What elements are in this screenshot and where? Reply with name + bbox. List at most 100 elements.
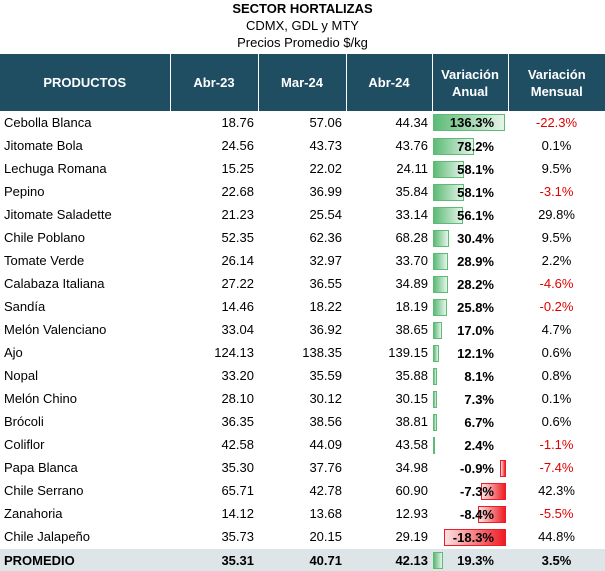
price-mar-24: 42.78 [258,479,346,503]
price-abr-23: 35.73 [170,525,258,549]
positive-data-bar [433,436,435,454]
header-va-line2: Anual [451,83,489,99]
variacion-anual-value: -18.3% [452,529,494,545]
variacion-anual-value: 8.1% [464,368,494,384]
price-abr-23: 35.31 [170,548,258,571]
price-abr-23: 14.12 [170,502,258,526]
variacion-mensual: 0.8% [508,364,605,388]
header-abr-24: Abr-24 [346,54,433,111]
table-row: Melón Valenciano 33.04 36.92 38.65 17.0% 4.7% [0,318,605,342]
price-abr-23: 65.71 [170,479,258,503]
positive-data-bar [433,367,438,385]
product-name: Melón Valenciano [0,318,170,342]
product-name: Nopal [0,364,170,388]
table-row: Coliflor 42.58 44.09 43.58 2.4% -1.1% [0,433,605,457]
price-mar-24: 13.68 [258,502,346,526]
variacion-anual-value: 7.3% [464,391,494,407]
product-name: Chile Serrano [0,479,170,503]
variacion-anual-value: 17.0% [457,322,494,338]
price-mar-24: 18.22 [258,295,346,319]
variacion-anual-value: 58.1% [457,161,494,177]
variacion-anual: 25.8% [432,295,508,319]
table-row: Nopal 33.20 35.59 35.88 8.1% 0.8% [0,364,605,388]
variacion-anual-value: 2.4% [464,437,494,453]
table-row: Melón Chino 28.10 30.12 30.15 7.3% 0.1% [0,387,605,411]
price-abr-23: 28.10 [170,387,258,411]
report-title: SECTOR HORTALIZAS [232,1,373,16]
variacion-anual-value: 6.7% [464,414,494,430]
product-name: Chile Poblano [0,226,170,250]
price-abr-23: 15.25 [170,157,258,181]
product-name: Calabaza Italiana [0,272,170,296]
variacion-anual-value: 19.3% [457,552,494,568]
product-name: Cebolla Blanca [0,111,170,135]
variacion-anual: -18.3% [432,525,508,549]
variacion-mensual: 9.5% [508,226,605,250]
variacion-anual-value: 28.9% [457,253,494,269]
variacion-mensual: 2.2% [508,249,605,273]
positive-data-bar [433,298,447,316]
variacion-anual-value: 25.8% [457,299,494,315]
variacion-anual-value: 56.1% [457,207,494,223]
product-name: Chile Jalapeño [0,525,170,549]
positive-data-bar [433,229,450,247]
price-abr-23: 18.76 [170,111,258,135]
variacion-anual-value: -0.9% [460,460,494,476]
price-abr-23: 33.20 [170,364,258,388]
variacion-anual: 28.9% [432,249,508,273]
price-mar-24: 38.56 [258,410,346,434]
table-body: Cebolla Blanca 18.76 57.06 44.34 136.3% -22.3… [0,111,605,571]
table-row: Lechuga Romana 15.25 22.02 24.11 58.1% 9.5% [0,157,605,181]
price-mar-24: 20.15 [258,525,346,549]
variacion-mensual: -1.1% [508,433,605,457]
price-abr-24: 29.19 [346,525,432,549]
price-abr-24: 34.98 [346,456,432,480]
product-name: Melón Chino [0,387,170,411]
table-row: Chile Poblano 52.35 62.36 68.28 30.4% 9.5% [0,226,605,250]
variacion-anual: 30.4% [432,226,508,250]
price-mar-24: 36.99 [258,180,346,204]
price-abr-24: 60.90 [346,479,432,503]
header-vm-line2: Mensual [530,83,583,99]
price-abr-23: 36.35 [170,410,258,434]
price-abr-23: 21.23 [170,203,258,227]
variacion-mensual: 0.6% [508,410,605,434]
variacion-anual: 58.1% [432,157,508,181]
table-row: Tomate Verde 26.14 32.97 33.70 28.9% 2.2% [0,249,605,273]
variacion-anual: 28.2% [432,272,508,296]
price-mar-24: 43.73 [258,134,346,158]
prices-table: PRODUCTOS Abr-23 Mar-24 Abr-24 Variación… [0,54,605,571]
price-abr-24: 42.13 [346,548,432,571]
variacion-mensual: 0.6% [508,341,605,365]
header-variacion-mensual: Variación Mensual [508,54,605,111]
price-abr-24: 30.15 [346,387,432,411]
variacion-anual-value: 30.4% [457,230,494,246]
negative-data-bar [500,459,506,477]
price-abr-23: 27.22 [170,272,258,296]
price-mar-24: 40.71 [258,548,346,571]
negative-data-bar [477,505,506,523]
price-abr-24: 43.76 [346,134,432,158]
product-name: Brócoli [0,410,170,434]
variacion-mensual: 0.1% [508,387,605,411]
variacion-mensual: 0.1% [508,134,605,158]
variacion-anual-value: -7.3% [460,483,494,499]
variacion-anual-value: 12.1% [457,345,494,361]
report-subtitle-units: Precios Promedio $/kg [237,35,368,50]
variacion-anual: 78.2% [432,134,508,158]
header-variacion-anual: Variación Anual [432,54,509,111]
price-mar-24: 32.97 [258,249,346,273]
header-abr-23: Abr-23 [170,54,259,111]
price-abr-24: 35.88 [346,364,432,388]
product-name: Sandía [0,295,170,319]
variacion-anual: -8.4% [432,502,508,526]
positive-data-bar [433,137,475,155]
positive-data-bar [433,183,464,201]
table-row: Cebolla Blanca 18.76 57.06 44.34 136.3% -22.3… [0,111,605,135]
table-row: Jitomate Bola 24.56 43.73 43.76 78.2% 0.1% [0,134,605,158]
product-name: Ajo [0,341,170,365]
variacion-anual-value: 28.2% [457,276,494,292]
variacion-mensual: 29.8% [508,203,605,227]
variacion-mensual: 42.3% [508,479,605,503]
price-abr-24: 44.34 [346,111,432,135]
